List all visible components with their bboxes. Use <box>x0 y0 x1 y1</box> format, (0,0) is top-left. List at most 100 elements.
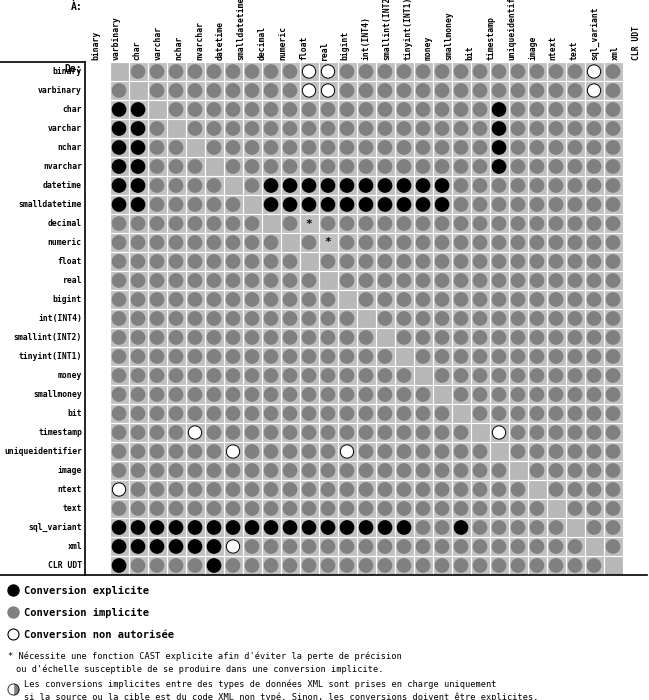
Circle shape <box>245 464 259 477</box>
Circle shape <box>493 369 506 382</box>
Text: float: float <box>58 257 82 266</box>
Circle shape <box>549 65 563 78</box>
Circle shape <box>302 426 315 439</box>
Circle shape <box>397 236 411 249</box>
Circle shape <box>417 236 430 249</box>
Circle shape <box>454 141 468 154</box>
Circle shape <box>378 388 391 401</box>
Circle shape <box>435 407 448 420</box>
Text: numeric: numeric <box>48 238 82 247</box>
Circle shape <box>284 122 297 135</box>
Circle shape <box>227 407 239 420</box>
Circle shape <box>454 84 468 97</box>
Circle shape <box>188 445 202 458</box>
Circle shape <box>569 160 582 173</box>
Circle shape <box>549 236 563 249</box>
Text: binary: binary <box>91 31 100 60</box>
Circle shape <box>530 331 544 344</box>
Circle shape <box>606 198 620 211</box>
Circle shape <box>264 65 278 78</box>
Circle shape <box>587 388 601 401</box>
Circle shape <box>530 179 544 193</box>
Circle shape <box>473 521 487 534</box>
Text: tinyint(INT1): tinyint(INT1) <box>19 352 82 361</box>
Circle shape <box>549 483 563 496</box>
Circle shape <box>112 312 126 325</box>
Circle shape <box>151 426 164 439</box>
Circle shape <box>360 559 373 572</box>
Bar <box>528 480 546 499</box>
Bar <box>262 214 280 233</box>
Circle shape <box>360 445 373 458</box>
Circle shape <box>606 160 620 173</box>
Circle shape <box>473 255 487 268</box>
Circle shape <box>188 198 202 211</box>
Circle shape <box>549 407 563 420</box>
Circle shape <box>606 426 620 439</box>
Circle shape <box>321 312 335 325</box>
Circle shape <box>530 255 544 268</box>
Circle shape <box>397 331 411 344</box>
Bar <box>395 347 413 366</box>
Bar <box>585 537 604 556</box>
Circle shape <box>493 65 506 78</box>
Circle shape <box>511 407 524 420</box>
Circle shape <box>493 388 506 401</box>
Circle shape <box>207 540 221 553</box>
Circle shape <box>340 369 354 382</box>
Circle shape <box>454 350 468 363</box>
Circle shape <box>549 312 563 325</box>
Circle shape <box>151 160 164 173</box>
Circle shape <box>169 388 182 401</box>
Circle shape <box>207 179 221 193</box>
Circle shape <box>227 84 239 97</box>
Circle shape <box>227 255 239 268</box>
Circle shape <box>360 274 373 287</box>
Text: bigint: bigint <box>341 31 350 60</box>
Circle shape <box>321 407 335 420</box>
Circle shape <box>340 445 354 458</box>
Circle shape <box>321 483 335 496</box>
Circle shape <box>340 103 354 116</box>
Circle shape <box>454 483 468 496</box>
Circle shape <box>302 483 315 496</box>
Circle shape <box>493 312 506 325</box>
Circle shape <box>493 293 506 306</box>
Circle shape <box>569 255 582 268</box>
Bar <box>509 461 528 480</box>
Circle shape <box>378 160 391 173</box>
Circle shape <box>340 236 354 249</box>
Circle shape <box>264 464 278 477</box>
Bar <box>243 195 262 214</box>
Circle shape <box>264 445 278 458</box>
Circle shape <box>417 103 430 116</box>
Circle shape <box>188 122 202 135</box>
Circle shape <box>511 312 524 325</box>
Wedge shape <box>8 684 14 695</box>
Circle shape <box>340 160 354 173</box>
Circle shape <box>530 540 544 553</box>
Circle shape <box>131 426 145 439</box>
Circle shape <box>549 122 563 135</box>
Circle shape <box>264 198 278 211</box>
Text: datetime: datetime <box>216 21 225 60</box>
Circle shape <box>131 293 145 306</box>
Circle shape <box>284 198 297 211</box>
Circle shape <box>112 407 126 420</box>
Circle shape <box>606 540 620 553</box>
Circle shape <box>227 483 239 496</box>
Circle shape <box>569 84 582 97</box>
Circle shape <box>511 65 524 78</box>
Circle shape <box>417 65 430 78</box>
Circle shape <box>549 274 563 287</box>
Bar <box>167 119 186 138</box>
Circle shape <box>188 236 202 249</box>
Text: real: real <box>320 41 329 60</box>
Circle shape <box>169 426 182 439</box>
Circle shape <box>340 559 354 572</box>
Circle shape <box>188 65 202 78</box>
Circle shape <box>321 369 335 382</box>
Circle shape <box>112 388 126 401</box>
Circle shape <box>245 407 259 420</box>
Circle shape <box>302 293 315 306</box>
